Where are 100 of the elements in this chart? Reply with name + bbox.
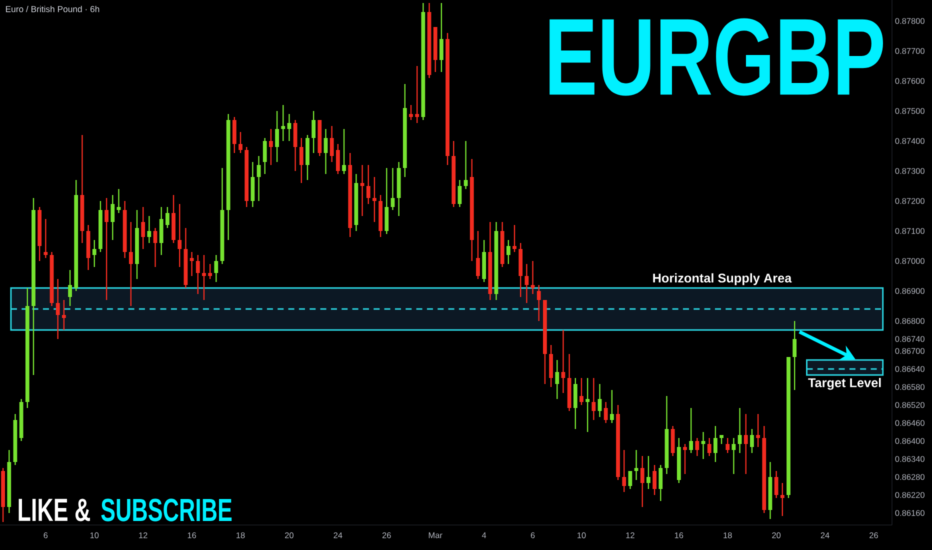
y-tick-label: 0.86700 [895, 348, 924, 354]
candlestick [658, 464, 663, 502]
y-tick-label: 0.87000 [895, 258, 924, 264]
candlestick [573, 377, 578, 430]
candlestick [287, 113, 292, 142]
x-tick-label: 6 [530, 532, 535, 538]
x-tick-label: 24 [820, 532, 830, 538]
candlestick [774, 470, 778, 499]
candlestick [780, 482, 784, 517]
candlestick [750, 428, 754, 454]
candlestick [744, 413, 748, 475]
y-tick-label: 0.86640 [895, 366, 924, 372]
y-tick-label: 0.86800 [895, 318, 924, 324]
x-tick-label: 16 [188, 532, 196, 538]
candlestick [555, 359, 560, 400]
candlestick [683, 443, 687, 475]
candlestick [689, 407, 694, 454]
candlestick [506, 239, 510, 265]
candlestick [536, 284, 541, 322]
candlestick [275, 110, 279, 163]
y-tick-label: 0.87800 [895, 18, 924, 24]
candlestick [792, 320, 797, 391]
x-tick-label: 10 [578, 532, 586, 538]
candlestick [256, 155, 261, 202]
candlestick [324, 128, 328, 175]
y-tick-label: 0.87400 [895, 138, 924, 144]
y-tick-label: 0.87700 [895, 48, 924, 54]
candlestick [628, 470, 632, 490]
x-tick-label: 20 [772, 532, 781, 538]
candlestick [439, 2, 444, 73]
band-label: Horizontal Supply Area [653, 273, 792, 286]
y-tick-label: 0.87200 [895, 198, 924, 204]
y-tick-label: 0.87500 [895, 108, 924, 114]
candlestick [604, 401, 608, 424]
candlestick [652, 464, 656, 496]
x-tick-label: 4 [482, 532, 486, 538]
candlestick [196, 254, 200, 295]
x-tick-label: 26 [870, 532, 878, 538]
candlestick [646, 455, 650, 490]
candlestick [238, 131, 242, 154]
x-tick-label: 12 [626, 532, 634, 538]
candlestick [312, 110, 316, 154]
candlestick [707, 437, 712, 457]
candlestick [269, 128, 273, 166]
candlestick [476, 230, 480, 280]
x-tick-label: 26 [382, 532, 391, 538]
y-tick-label: 0.86340 [895, 456, 924, 462]
candlestick [549, 344, 553, 388]
y-tick-label: 0.86280 [895, 474, 924, 480]
candlestick [330, 125, 334, 163]
candlestick [214, 254, 218, 283]
x-tick-label: 20 [285, 532, 294, 538]
annotation: LIKE & [18, 498, 90, 522]
candlestick [165, 206, 170, 229]
y-tick-label: 0.86580 [895, 384, 924, 390]
candlestick [640, 455, 644, 508]
y-tick-label: 0.86900 [895, 288, 924, 294]
candlestick [336, 143, 340, 175]
x-tick-label: 24 [334, 532, 342, 538]
candlestick [147, 215, 152, 244]
y-tick-label: 0.87100 [895, 228, 924, 234]
candlestick [390, 167, 395, 211]
candlestick [415, 65, 420, 124]
candlestick [232, 116, 236, 154]
candlestick [56, 278, 60, 340]
y-tick-label: 0.86520 [895, 402, 924, 408]
candlestick [586, 377, 590, 433]
y-tick-label: 0.87600 [895, 78, 924, 84]
text: Euro / British Pound · 6h [6, 6, 100, 12]
candlestick [208, 263, 212, 280]
candlestick [68, 269, 72, 307]
candlestick [342, 128, 346, 175]
candlestick [262, 137, 267, 175]
y-tick-label: 0.87300 [895, 168, 924, 174]
candlestick [293, 119, 298, 172]
candlestick [178, 203, 182, 268]
candlestick [713, 425, 718, 463]
candlestick [524, 263, 529, 304]
x-tick-label: 18 [724, 532, 732, 538]
y-tick-label: 0.86740 [895, 336, 924, 342]
x-tick-label: 16 [674, 532, 684, 538]
candlestick [622, 449, 626, 493]
y-tick-label: 0.86460 [895, 420, 924, 426]
x-tick-label: 18 [236, 532, 245, 538]
candlestick [720, 434, 724, 445]
candlestick [159, 206, 164, 256]
candlestick [110, 194, 115, 241]
y-tick-label: 0.86160 [895, 510, 924, 516]
candlestick [281, 104, 286, 142]
candlestick [250, 161, 255, 208]
candlestick [580, 377, 584, 406]
candlestick [141, 206, 146, 250]
candlestick [62, 299, 66, 331]
x-tick-label: Mar [428, 532, 442, 538]
candlestick [598, 383, 602, 418]
candlestick [610, 389, 614, 424]
candlestick [409, 104, 413, 121]
candlestick [756, 413, 760, 448]
candlestick [202, 254, 206, 301]
candlestick [128, 221, 133, 307]
